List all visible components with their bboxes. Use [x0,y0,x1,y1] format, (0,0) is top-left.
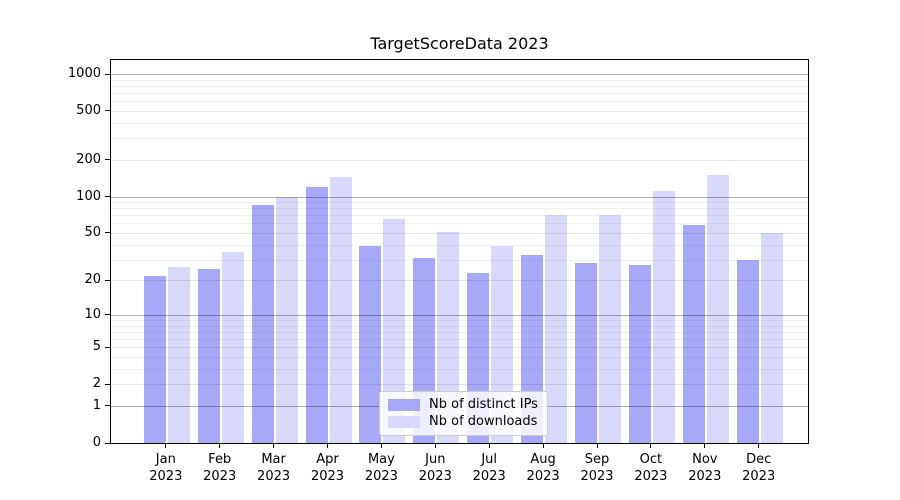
x-tick-label-nov: Nov 2023 [688,452,722,484]
legend-swatch-distinct-ips [388,398,420,411]
bar-aug-downloads [545,215,568,443]
legend-label-downloads: Nb of downloads [429,414,538,429]
y-gridline-900 [111,80,808,81]
y-gridline-200 [111,160,808,161]
y-tick-label-0: 0 [92,435,101,450]
legend: Nb of distinct IPs Nb of downloads [379,391,548,436]
y-tick-mark-1 [105,405,110,407]
y-tick-mark-50 [105,232,110,234]
y-tick-mark-100 [105,196,110,197]
bar-mar-downloads [275,196,298,443]
y-tick-mark-2 [105,383,110,385]
bar-nov-downloads [706,175,729,443]
bar-apr-distinct-ips [305,186,328,443]
y-tick-mark-20 [105,279,110,281]
legend-swatch-downloads [388,415,420,428]
bar-feb-downloads [221,251,244,443]
bar-nov-distinct-ips [682,225,705,443]
x-tick-mark-apr [327,444,328,448]
x-tick-mark-feb [219,444,221,448]
x-tick-label-dec: Dec 2023 [742,452,776,484]
y-tick-label-10: 10 [84,306,101,322]
x-tick-label-mar: Mar 2023 [257,452,291,484]
bar-feb-distinct-ips [197,268,220,443]
legend-item-distinct-ips: Nb of distinct IPs [388,396,538,413]
y-tick-mark-0 [105,442,110,444]
bar-sep-distinct-ips [575,263,597,443]
y-gridline-700 [111,93,808,94]
y-gridline-60 [111,223,808,224]
x-tick-mark-jul [488,444,490,448]
x-tick-mark-jan [165,444,167,448]
x-tick-label-jul: Jul 2023 [472,452,506,484]
x-tick-mark-oct [650,444,652,448]
y-tick-mark-200 [105,159,110,161]
y-tick-label-200: 200 [76,151,101,167]
y-tick-label-1000: 1000 [67,66,101,81]
y-gridline-800 [111,86,808,87]
x-tick-mark-nov [704,444,706,448]
y-gridline-80 [111,208,808,209]
bar-dec-distinct-ips [736,259,759,443]
y-tick-label-20: 20 [84,272,101,288]
x-tick-label-jan: Jan 2023 [149,452,183,484]
bar-jan-distinct-ips [143,275,166,443]
y-tick-mark-1000 [105,73,110,75]
y-gridline-1000 [111,74,808,75]
x-tick-mark-may [380,444,382,448]
x-tick-mark-aug [542,444,544,448]
legend-label-distinct-ips: Nb of distinct IPs [429,397,538,412]
y-tick-label-50: 50 [84,224,101,240]
bar-jan-downloads [167,266,190,443]
y-tick-mark-10 [105,314,110,316]
y-gridline-90 [111,202,808,203]
bar-jun-downloads [437,231,460,443]
x-tick-label-oct: Oct 2023 [634,452,668,484]
y-gridline-500 [111,111,808,112]
x-tick-label-may: May 2023 [364,452,398,484]
y-gridline-600 [111,101,808,102]
y-tick-label-500: 500 [76,102,101,118]
y-tick-label-100: 100 [76,188,101,204]
x-tick-mark-sep [596,444,598,448]
x-tick-mark-jun [434,444,436,448]
bar-mar-distinct-ips [251,205,274,443]
y-gridline-400 [111,123,808,124]
bar-oct-distinct-ips [628,265,651,443]
x-tick-mark-dec [758,444,760,448]
x-tick-label-jun: Jun 2023 [418,452,452,484]
y-tick-label-5: 5 [92,339,101,355]
y-gridline-70 [111,215,808,216]
bar-oct-downloads [652,191,675,443]
y-tick-label-1: 1 [92,397,101,413]
bar-may-downloads [383,219,406,443]
bar-may-distinct-ips [359,245,382,443]
bar-sep-downloads [599,215,621,443]
legend-item-downloads: Nb of downloads [388,413,538,430]
plot-area [111,60,808,443]
y-gridline-100 [111,197,808,198]
x-tick-label-aug: Aug 2023 [526,452,560,484]
y-gridline-300 [111,138,808,139]
y-tick-mark-500 [105,110,110,112]
bar-apr-downloads [329,176,352,443]
x-tick-label-sep: Sep 2023 [580,452,614,484]
x-tick-mark-mar [273,444,275,448]
y-tick-label-2: 2 [92,376,101,392]
bar-dec-downloads [760,233,783,443]
chart-title: TargetScoreData 2023 [370,34,549,53]
y-tick-mark-5 [105,346,110,348]
x-tick-label-feb: Feb 2023 [203,452,237,484]
x-tick-label-apr: Apr 2023 [310,452,345,484]
